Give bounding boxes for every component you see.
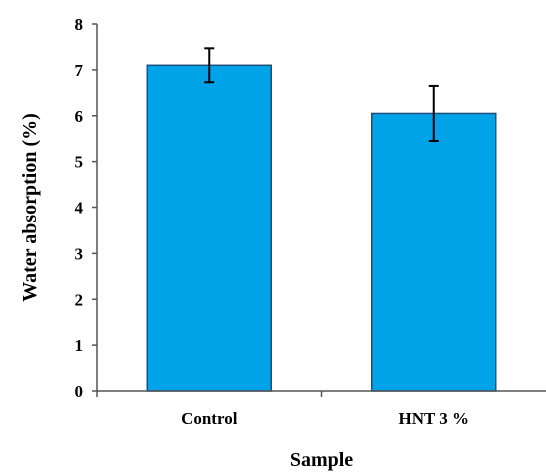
x-ticks: Control HNT 3 % <box>96 391 469 428</box>
error-bars <box>204 47 439 142</box>
y-ticks: 0 1 2 3 4 5 6 7 8 <box>75 15 97 401</box>
y-axis-title: Water absorption (%) <box>19 113 41 302</box>
y-tick-label: 2 <box>75 290 84 309</box>
y-tick-label: 1 <box>75 336 84 355</box>
x-axis: Control HNT 3 % <box>96 390 546 428</box>
y-tick-label: 3 <box>75 244 84 263</box>
y-tick-label: 7 <box>75 61 84 80</box>
y-axis: 0 1 2 3 4 5 6 7 8 <box>75 15 98 401</box>
y-tick-label: 4 <box>75 199 84 218</box>
error-bar <box>428 84 439 142</box>
x-axis-title: Sample <box>290 449 353 471</box>
y-tick-label: 5 <box>75 153 84 172</box>
y-tick-label: 8 <box>75 15 84 34</box>
y-tick-label: 0 <box>75 382 84 401</box>
bar <box>146 64 272 392</box>
x-tick-label: Control <box>181 409 238 428</box>
y-tick-label: 6 <box>75 107 84 126</box>
x-tick-label: HNT 3 % <box>398 409 469 428</box>
error-bar <box>204 47 215 84</box>
bars <box>146 64 497 392</box>
bar <box>371 112 497 392</box>
